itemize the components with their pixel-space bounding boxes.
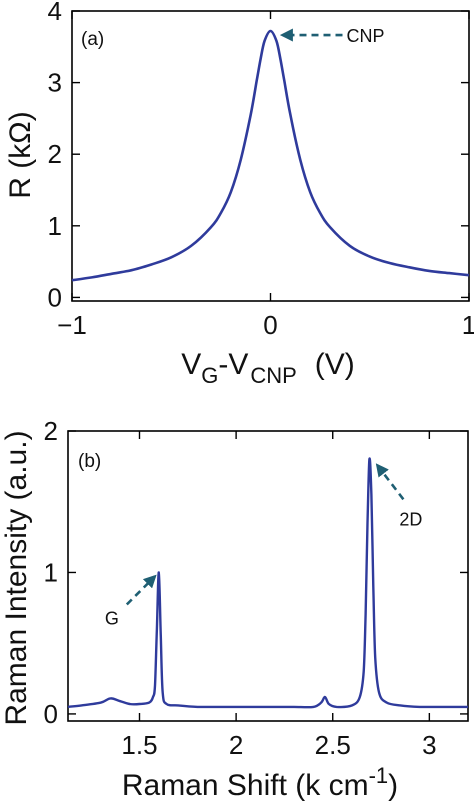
panel-b-y-label: Raman Intensity (a.u.) — [0, 430, 33, 725]
raman-x-label: Raman Shift (k cm — [122, 769, 369, 802]
panel-b-frame — [67, 430, 469, 722]
panel-a-frame — [71, 10, 470, 302]
y-tick-label: 2 — [44, 416, 58, 446]
y-tick-label: 3 — [48, 68, 62, 98]
x-tick-label: 0 — [263, 310, 277, 340]
2d-peak-arrow — [375, 463, 405, 501]
2d-peak-annotation: 2D — [399, 509, 422, 529]
x-tick-label: −1 — [57, 310, 87, 340]
panel-a-label: (a) — [81, 29, 104, 50]
panel-a-y-label: R (kΩ) — [4, 111, 37, 198]
panel-b-y-axis: 0 1 2 — [44, 416, 468, 729]
y-tick-label: 4 — [48, 0, 62, 26]
x-tick-label: 2 — [229, 730, 243, 760]
x-label-sub-cnp: CNP — [250, 363, 296, 388]
x-tick-label: 1.5 — [121, 730, 157, 760]
x-label-sub-g: G — [201, 363, 218, 388]
g-peak-arrow — [125, 574, 157, 606]
panel-b-x-label: Raman Shift (k cm-1) — [122, 763, 398, 802]
x-label-minus-v: -V — [218, 348, 248, 381]
panel-b-raman-spectrum — [67, 457, 468, 709]
panel-b: 0 1 2 1.5 2 2.5 3 (b) G 2D Raman Intensity (a… — [0, 416, 469, 802]
x-tick-label: 1 — [462, 310, 474, 340]
g-peak-annotation: G — [105, 608, 119, 628]
y-tick-label: 1 — [48, 211, 62, 241]
x-label-v: V — [181, 348, 201, 381]
panel-a-x-label: VG-VCNP (V) — [181, 348, 355, 388]
x-label-unit: (V) — [315, 348, 355, 381]
raman-x-label-close: ) — [388, 769, 398, 802]
y-tick-label: 0 — [44, 699, 58, 729]
y-tick-label: 0 — [48, 282, 62, 312]
y-tick-label: 2 — [48, 139, 62, 169]
panel-b-x-axis: 1.5 2 2.5 3 — [121, 431, 437, 760]
x-tick-label: 3 — [422, 730, 436, 760]
x-tick-label: 2.5 — [315, 730, 351, 760]
panel-a-x-axis: −1 0 1 — [57, 11, 474, 340]
panel-a-y-axis: 0 1 2 3 4 — [48, 0, 469, 312]
raman-x-label-sup: -1 — [369, 763, 389, 788]
panel-a-resistance-curve — [71, 29, 470, 282]
y-tick-label: 1 — [44, 557, 58, 587]
panel-b-label: (b) — [78, 451, 101, 472]
cnp-annotation: CNP — [347, 26, 385, 46]
